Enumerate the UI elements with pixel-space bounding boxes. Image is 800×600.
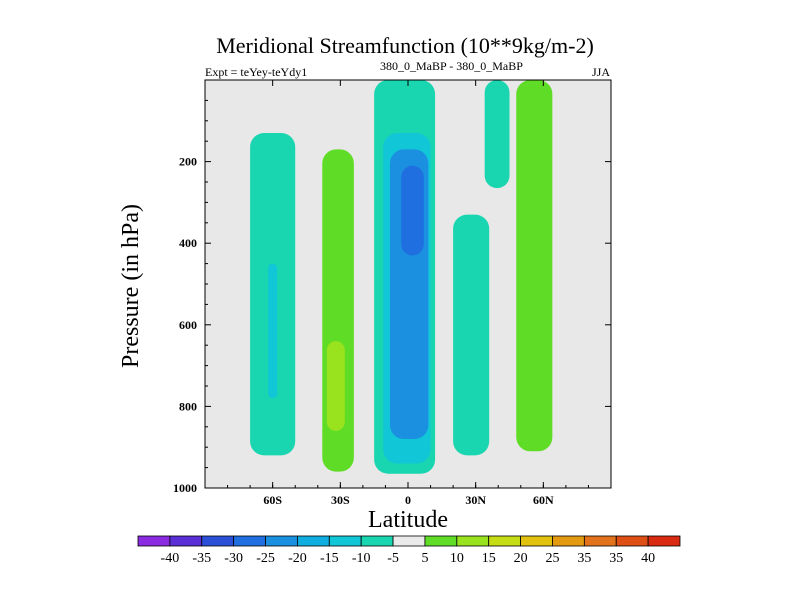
colorbar-label: -15 (320, 551, 339, 566)
chart-subtitle-left: Expt = teYey-teYdy1 (205, 65, 307, 79)
colorbar-label: 40 (641, 551, 655, 566)
chart-season-label: JJA (592, 65, 610, 79)
y-axis: 200 400 600 800 1000 (173, 99, 611, 495)
contour-region-cell-60S-core (268, 263, 278, 399)
x-tick-label: 0 (405, 493, 411, 507)
colorbar-label: 25 (545, 551, 559, 566)
colorbar-label: 35 (609, 551, 623, 566)
colorbar-swatch (265, 535, 298, 547)
x-tick-label: 30S (331, 493, 350, 507)
colorbar-swatch (488, 535, 521, 547)
x-tick-label: 60S (263, 493, 282, 507)
colorbar-label: 5 (421, 551, 428, 566)
colorbar-label: 20 (514, 551, 528, 566)
colorbar-label: -30 (224, 551, 243, 566)
y-tick-label: 200 (179, 155, 197, 169)
chart-title: Meridional Streamfunction (10**9kg/m-2) (216, 33, 594, 58)
colorbar-swatch (615, 535, 649, 547)
colorbar-label: -20 (288, 551, 307, 566)
y-tick-label: 800 (179, 399, 197, 413)
colorbar-label: -35 (192, 551, 211, 566)
x-axis-title: Latitude (368, 507, 448, 533)
colorbar-swatch (583, 535, 617, 547)
colorbar-swatch (328, 535, 362, 547)
x-tick-label: 60N (533, 493, 554, 507)
y-tick-label: 600 (179, 318, 197, 332)
y-tick-label: 400 (179, 236, 197, 250)
colorbar-swatch (424, 535, 458, 547)
colorbar-label: 35 (577, 551, 591, 566)
contour-region-cell-35N-upper (484, 80, 510, 189)
contour-region-cell-30S-core (326, 341, 345, 431)
colorbar-swatch (647, 535, 681, 547)
colorbar-swatch (297, 535, 330, 547)
y-axis-title: Pressure (in hPa) (118, 204, 144, 368)
colorbar-swatch (137, 535, 171, 547)
colorbar-label: -10 (352, 551, 371, 566)
colorbar-swatch (169, 535, 203, 547)
contour-region-cell-60N (516, 80, 553, 452)
colorbar-label: -25 (256, 551, 275, 566)
colorbar: -40 -35 -30 -25 -20 -15 -10 -5 5 10 15 20 25 35 35 40 (137, 535, 681, 566)
contour-region-cell-20N-lower (453, 214, 490, 456)
colorbar-swatch (233, 535, 266, 547)
y-tick-label: 1000 (173, 481, 197, 495)
colorbar-swatch (520, 535, 553, 547)
x-tick-label: 30N (465, 493, 486, 507)
colorbar-label: -40 (161, 551, 180, 566)
colorbar-swatch (456, 535, 490, 547)
colorbar-swatch (392, 535, 426, 547)
colorbar-label: -5 (387, 551, 399, 566)
contour-regions (250, 80, 553, 474)
colorbar-swatch (552, 535, 585, 547)
colorbar-label: 10 (450, 551, 464, 566)
chart-subtitle-center: 380_0_MaBP - 380_0_MaBP (380, 59, 523, 73)
colorbar-swatch (360, 535, 394, 547)
colorbar-label: 15 (482, 551, 496, 566)
colorbar-swatch (201, 535, 235, 547)
contour-region-cell-eq-core (401, 165, 424, 256)
x-axis: 60S 30S 0 30N 60N (227, 80, 589, 507)
